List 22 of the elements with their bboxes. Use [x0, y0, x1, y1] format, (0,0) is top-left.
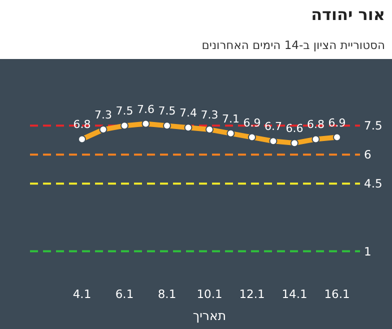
x-tick-label: 4.1: [72, 287, 92, 301]
data-label: 7.5: [158, 104, 176, 118]
ref-line-label: 6: [364, 148, 372, 162]
ref-line-label: 4.5: [364, 176, 382, 191]
data-label: 7.6: [137, 102, 154, 116]
x-tick-label: 14.1: [282, 287, 308, 301]
data-label: 7.5: [116, 104, 134, 118]
x-tick-label: 10.1: [196, 287, 222, 301]
data-label: 7.4: [180, 106, 197, 120]
x-tick-label: 16.1: [324, 287, 350, 301]
ref-line-label: 1: [364, 244, 372, 258]
x-tick-label: 12.1: [239, 287, 265, 301]
data-label: 7.3: [94, 108, 112, 122]
x-tick-label: 8.1: [158, 287, 176, 301]
x-tick-label: 6.1: [115, 287, 134, 301]
x-axis-title: תאריך: [192, 308, 226, 323]
data-label: 7.1: [222, 112, 240, 126]
data-label: 7.3: [200, 108, 218, 122]
chart-subtitle: הסטוריית הציון ב-14 הימים האחרונים: [202, 38, 385, 52]
ref-line-label: 7.5: [364, 118, 382, 133]
data-label: 6.6: [286, 122, 304, 136]
chart-title: אור יהודה: [311, 5, 385, 24]
